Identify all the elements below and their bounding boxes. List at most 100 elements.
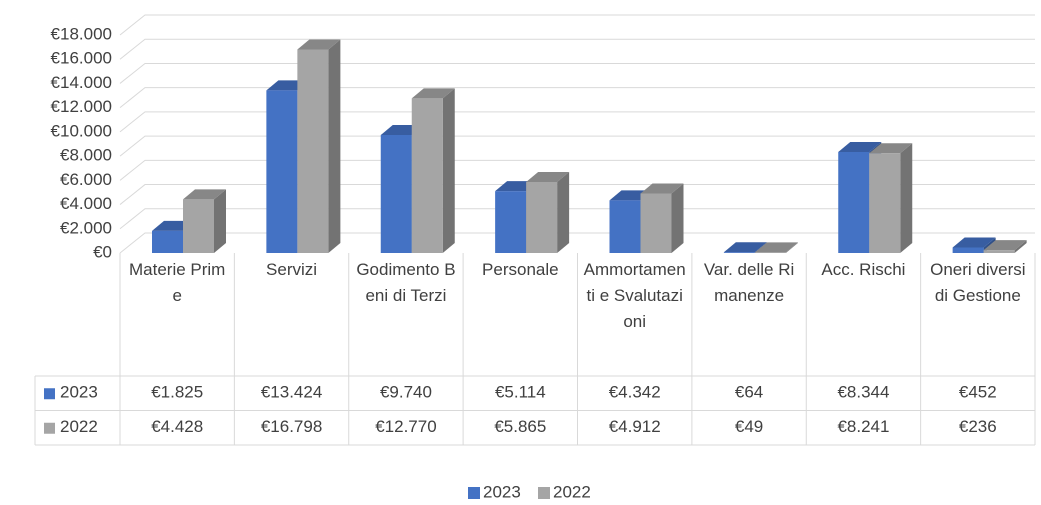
- x-tick-label: Ammortamenti e Svalutazioni: [583, 260, 686, 331]
- grid-line: [119, 184, 1035, 205]
- data-label: €8.344: [837, 383, 889, 402]
- bar: [183, 189, 226, 253]
- data-label: €4.428: [151, 417, 203, 436]
- category-cell: Oneri diversi di Gestione: [930, 260, 1026, 305]
- category-cell: Godimento Beni di Terzi: [356, 260, 456, 305]
- bar-front: [152, 230, 183, 253]
- y-tick-label: €0: [93, 242, 112, 261]
- grid-line: [119, 232, 1035, 254]
- bar-front: [869, 153, 901, 253]
- bar-front: [297, 49, 329, 253]
- x-tick-label: Acc. Rischi: [821, 260, 906, 279]
- bar-front: [983, 250, 1015, 253]
- y-tick-label: €12.000: [51, 97, 112, 116]
- bar-side: [671, 183, 684, 253]
- data-label: €5.114: [495, 383, 546, 402]
- legend-label: 2023: [483, 482, 521, 501]
- legend-swatch: [468, 487, 480, 499]
- y-tick-label: €6.000: [60, 170, 112, 189]
- bar-front: [526, 181, 558, 253]
- table-series-label: 2022: [60, 417, 98, 436]
- x-tick-label: Godimento Beni di Terzi: [356, 260, 456, 305]
- category-cell: Var. delle Rimanenze: [703, 260, 795, 305]
- y-tick-label: €18.000: [51, 24, 112, 43]
- grid-line: [119, 135, 1035, 157]
- bar-top: [754, 242, 798, 253]
- data-label: €4.342: [609, 383, 661, 402]
- bar-side: [900, 143, 913, 253]
- table-series-label: 2023: [60, 383, 98, 402]
- data-label: €13.424: [261, 383, 322, 402]
- grid-line: [119, 38, 1035, 60]
- bar-front: [640, 193, 672, 253]
- bar-side: [442, 88, 455, 253]
- bar-front: [609, 200, 641, 253]
- data-label: €1.825: [151, 383, 203, 402]
- bar-side: [328, 39, 341, 253]
- data-label: €8.241: [837, 417, 889, 436]
- grid-line: [119, 14, 1035, 36]
- bar-side: [557, 171, 570, 253]
- bar-top: [983, 240, 1027, 251]
- bar: [983, 240, 1027, 253]
- y-tick-label: €2.000: [60, 218, 112, 237]
- category-cell: Acc. Rischi: [821, 260, 906, 279]
- bar: [297, 39, 341, 253]
- legend-swatch: [538, 487, 550, 499]
- data-label: €236: [959, 417, 997, 436]
- data-label: €12.770: [375, 417, 436, 436]
- bar-front: [754, 252, 786, 253]
- y-tick-label: €4.000: [60, 194, 112, 213]
- bar-top: [411, 88, 455, 99]
- y-tick-label: €10.000: [51, 121, 112, 140]
- data-label: €5.865: [494, 417, 546, 436]
- bar: [526, 171, 570, 253]
- table-legend-key: [44, 388, 55, 400]
- bar-top: [952, 237, 996, 248]
- bar-side: [1014, 240, 1027, 253]
- category-cell: Ammortamenti e Svalutazioni: [583, 260, 686, 331]
- bar-top: [526, 171, 570, 182]
- bar-side: [214, 189, 226, 253]
- bar-top: [869, 143, 913, 154]
- bar-top: [723, 242, 767, 253]
- y-tick-label: €14.000: [51, 73, 112, 92]
- bar-side: [785, 242, 798, 253]
- category-cell: Personale: [482, 260, 559, 279]
- bar-front: [266, 90, 298, 253]
- data-label: €64: [735, 383, 763, 402]
- x-tick-label: Oneri diversi di Gestione: [930, 260, 1026, 305]
- grid-line: [119, 87, 1035, 109]
- bar-top: [640, 183, 684, 194]
- bar-front: [380, 135, 412, 253]
- bar-top: [838, 141, 882, 152]
- data-label: €4.912: [609, 417, 661, 436]
- bar: [411, 88, 455, 253]
- grid-line: [119, 111, 1035, 133]
- table-legend-key: [44, 422, 55, 434]
- bar-front: [495, 191, 527, 253]
- bar: [754, 242, 798, 253]
- x-tick-label: Var. delle Rimanenze: [703, 260, 795, 305]
- bar-front: [411, 98, 443, 253]
- data-label: €16.798: [261, 417, 322, 436]
- data-label: €9.740: [380, 383, 432, 402]
- grid-line: [119, 159, 1035, 181]
- category-cell: Servizi: [266, 260, 317, 279]
- bar: [640, 183, 684, 253]
- bar-top: [183, 189, 226, 200]
- grid-line: [119, 208, 1035, 230]
- legend-label: 2022: [553, 482, 591, 501]
- y-tick-label: €8.000: [60, 146, 112, 165]
- bar-front: [183, 199, 214, 253]
- bar-front: [838, 151, 870, 253]
- data-label: €452: [959, 383, 997, 402]
- grid-line: [119, 62, 1035, 84]
- bar: [869, 143, 913, 253]
- bar-top: [297, 39, 341, 50]
- bar-front: [723, 252, 755, 253]
- x-tick-label: Materie Prime: [129, 260, 226, 305]
- bar-front: [952, 247, 984, 253]
